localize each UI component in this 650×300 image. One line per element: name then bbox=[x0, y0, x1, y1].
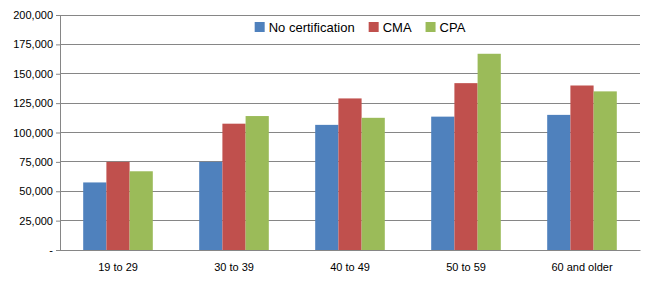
y-tick-label: 175,000 bbox=[13, 38, 53, 50]
grid-line bbox=[60, 73, 640, 74]
bar bbox=[199, 162, 222, 250]
y-tick: 50,000 bbox=[19, 185, 60, 197]
bar bbox=[594, 91, 617, 250]
y-tick: 150,000 bbox=[13, 68, 60, 80]
bar bbox=[431, 117, 454, 250]
x-tick-label: 19 to 29 bbox=[98, 261, 138, 273]
bar bbox=[222, 124, 245, 250]
bar bbox=[547, 115, 570, 250]
x-tick-label: 30 to 39 bbox=[214, 261, 254, 273]
y-tick-label: 100,000 bbox=[13, 127, 53, 139]
y-tick-label: - bbox=[49, 244, 53, 256]
bars bbox=[83, 54, 617, 250]
bar bbox=[315, 125, 338, 250]
legend: No certification CMA CPA bbox=[255, 20, 466, 35]
y-tick: 125,000 bbox=[13, 97, 60, 109]
y-tick-mark bbox=[56, 250, 60, 251]
bar bbox=[106, 162, 129, 250]
bar bbox=[478, 54, 501, 250]
y-axis-line bbox=[60, 16, 61, 251]
grid-line bbox=[60, 44, 640, 45]
y-tick-label: 25,000 bbox=[19, 215, 53, 227]
y-tick: 200,000 bbox=[13, 9, 60, 21]
x-tick: 19 to 29 bbox=[98, 250, 138, 273]
x-axis-line bbox=[61, 250, 641, 251]
legend-item: No certification bbox=[255, 20, 355, 35]
legend-label: CPA bbox=[440, 20, 466, 35]
y-tick-mark bbox=[56, 74, 60, 75]
bar bbox=[362, 118, 385, 250]
bar bbox=[83, 182, 106, 250]
legend-label: CMA bbox=[383, 20, 412, 35]
y-tick-label: 75,000 bbox=[19, 156, 53, 168]
y-tick: 100,000 bbox=[13, 127, 60, 139]
x-tick-label: 60 and older bbox=[551, 261, 612, 273]
y-axis: - 25,000 50,000 75,000 100,000 125,000 150,000… bbox=[13, 9, 60, 256]
grid bbox=[60, 15, 640, 250]
series-bars bbox=[130, 54, 617, 250]
chart: - 25,000 50,000 75,000 100,000 125,000 150,000… bbox=[0, 0, 650, 300]
x-tick: 50 to 59 bbox=[446, 250, 486, 273]
x-tick: 60 and older bbox=[551, 250, 612, 273]
bar bbox=[338, 98, 361, 250]
x-tick-label: 40 to 49 bbox=[330, 261, 370, 273]
x-axis: 19 to 29 30 to 39 40 to 49 50 to 59 60 and o… bbox=[61, 250, 641, 273]
y-tick: 25,000 bbox=[19, 215, 60, 227]
y-tick-label: 50,000 bbox=[19, 185, 53, 197]
bar bbox=[570, 86, 593, 251]
y-tick-label: 150,000 bbox=[13, 68, 53, 80]
x-tick: 30 to 39 bbox=[214, 250, 254, 273]
y-tick: 175,000 bbox=[13, 38, 60, 50]
y-tick-mark bbox=[56, 162, 60, 163]
bar bbox=[454, 83, 477, 250]
legend-swatch bbox=[426, 22, 436, 32]
y-tick: - bbox=[49, 244, 60, 256]
legend-item: CPA bbox=[426, 20, 466, 35]
x-tick-label: 50 to 59 bbox=[446, 261, 486, 273]
y-tick-mark bbox=[56, 15, 60, 16]
series-bars bbox=[106, 83, 593, 250]
x-tick: 40 to 49 bbox=[330, 250, 370, 273]
y-tick-mark bbox=[56, 133, 60, 134]
bar bbox=[246, 116, 269, 250]
y-tick-mark bbox=[56, 44, 60, 45]
legend-label: No certification bbox=[269, 20, 355, 35]
y-tick-mark bbox=[56, 191, 60, 192]
y-tick: 75,000 bbox=[19, 156, 60, 168]
legend-item: CMA bbox=[369, 20, 412, 35]
legend-swatch bbox=[255, 22, 265, 32]
y-tick-mark bbox=[56, 221, 60, 222]
grid-line bbox=[60, 15, 640, 16]
legend-swatch bbox=[369, 22, 379, 32]
y-tick-label: 125,000 bbox=[13, 97, 53, 109]
y-tick-mark bbox=[56, 103, 60, 104]
y-tick-label: 200,000 bbox=[13, 9, 53, 21]
bar bbox=[130, 171, 153, 250]
